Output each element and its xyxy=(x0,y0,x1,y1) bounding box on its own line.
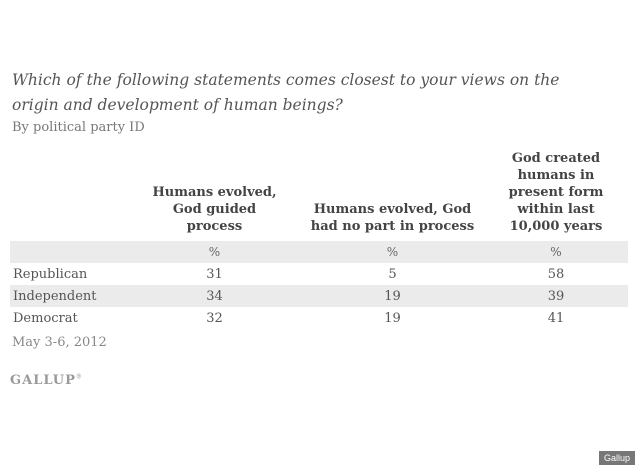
value-cell: 32 xyxy=(206,310,223,326)
column-header-text: Humans evolved, God had no part in proce… xyxy=(310,202,475,234)
image-credit: Gallup xyxy=(598,451,635,465)
value-cell: 5 xyxy=(388,266,397,282)
question-title: Which of the following statements comes … xyxy=(12,71,560,114)
units-row: % % % xyxy=(10,241,628,263)
registered-mark: ® xyxy=(75,373,82,381)
row-label: Republican xyxy=(13,266,88,282)
unit-cell: % xyxy=(301,241,484,263)
row-header-blank xyxy=(10,150,128,241)
column-header-text: God created humans in present form withi… xyxy=(508,151,604,234)
column-header-evolved-god-guided: Humans evolved, God guided process xyxy=(128,150,301,241)
column-header-evolved-no-god: Humans evolved, God had no part in proce… xyxy=(301,150,484,241)
subtitle: By political party ID xyxy=(12,120,145,135)
table-row: Democrat 32 19 41 xyxy=(10,307,628,329)
table-row: Independent 34 19 39 xyxy=(10,285,628,307)
value-cell: 41 xyxy=(547,310,565,326)
value-cell: 31 xyxy=(206,266,223,282)
gallup-logo: GALLUP® xyxy=(10,373,82,388)
logo-text: GALLUP xyxy=(10,373,76,388)
value-cell: 19 xyxy=(301,285,484,307)
header-row: Humans evolved, God guided process Human… xyxy=(10,150,628,241)
value-cell: 19 xyxy=(384,310,401,326)
value-cell: 34 xyxy=(128,285,301,307)
survey-date-note: May 3-6, 2012 xyxy=(12,335,107,350)
table-row: Republican 31 5 58 xyxy=(10,263,628,285)
value-cell: 39 xyxy=(484,285,628,307)
column-header-god-created: God created humans in present form withi… xyxy=(484,150,628,241)
row-label: Democrat xyxy=(13,310,78,326)
column-header-text: Humans evolved, God guided process xyxy=(152,185,277,234)
results-table: Humans evolved, God guided process Human… xyxy=(10,150,628,329)
units-label xyxy=(10,241,128,263)
unit-cell: % xyxy=(484,241,628,263)
unit-cell: % xyxy=(128,241,301,263)
value-cell: 58 xyxy=(547,266,565,282)
row-label: Independent xyxy=(10,285,128,307)
